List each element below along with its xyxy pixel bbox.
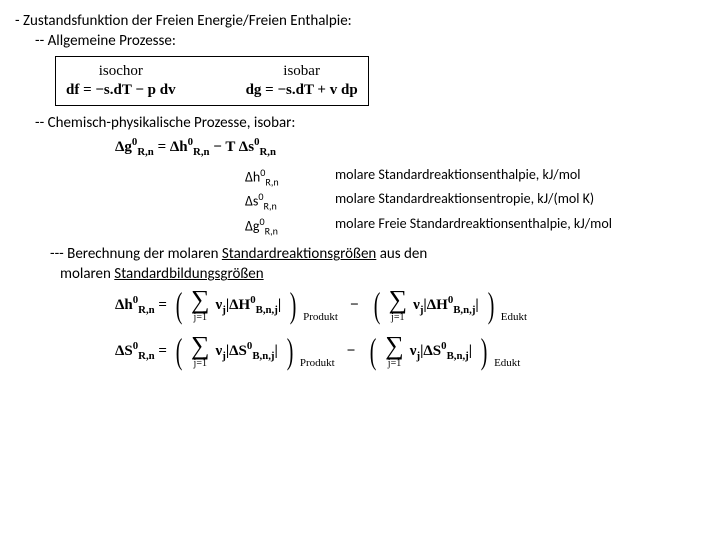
process-table: isochor df = −s.dT − p dv isobar dg = −s…	[55, 56, 369, 106]
paren-open-2: (	[373, 291, 380, 320]
gibbs-equation: Δg0R,n = Δh0R,n − T Δs0R,n	[115, 136, 705, 158]
col2-eq: dg = −s.dT + v dp	[246, 82, 358, 99]
minus-1: −	[350, 297, 359, 314]
lhs-h: Δh0R,n =	[115, 294, 167, 316]
def-desc-s: molare Standardreaktionsentropie, kJ/(mo…	[335, 190, 705, 212]
eq-enthalpy: Δh0R,n = ( ∑ j=1 νj|ΔH0B,n,j| ) Produkt …	[115, 287, 705, 323]
col1-eq: df = −s.dT − p dv	[66, 82, 176, 99]
term-prod-h: νj|ΔH0B,n,j|	[216, 294, 282, 316]
paren-open-4: (	[370, 337, 377, 366]
sum-prod-h: ∑ j=1	[191, 287, 210, 323]
sum-prod-s: ∑ j=1	[191, 333, 210, 369]
sum-edu-h: ∑ j=1	[389, 287, 408, 323]
sub-heading-3-line1: --- Berechnung der molaren Standardreakt…	[50, 245, 705, 263]
minus-2: −	[347, 343, 356, 360]
symbol-definitions: Δh0R,n molare Standardreaktionsenthalpie…	[245, 166, 705, 237]
def-sym-h: Δh0R,n	[245, 166, 315, 188]
sub-heading-3-line2: molaren Standardbildungsgrößen	[60, 265, 705, 283]
sub-heading-1: -- Allgemeine Prozesse:	[35, 32, 705, 50]
final-equations: Δh0R,n = ( ∑ j=1 νj|ΔH0B,n,j| ) Produkt …	[115, 287, 705, 369]
eq-mid1: = Δh0R,n	[154, 139, 210, 155]
label-produkt-2: Produkt	[300, 357, 335, 369]
def-desc-g: molare Freie Standardreaktionsenthalpie,…	[335, 215, 705, 237]
term-edu-s: νj|ΔS0B,n,j|	[410, 340, 472, 362]
eq-mid2: − T Δs0R,n	[210, 139, 276, 155]
def-sym-g: Δg0R,n	[245, 215, 315, 237]
col2-head: isobar	[283, 63, 320, 80]
def-sym-s: Δs0R,n	[245, 190, 315, 212]
paren-close-4: )	[481, 337, 488, 366]
col-isobar: isobar dg = −s.dT + v dp	[246, 63, 358, 99]
paren-close-3: )	[287, 337, 294, 366]
label-edukt-1: Edukt	[501, 311, 527, 323]
col-isochor: isochor df = −s.dT − p dv	[66, 63, 176, 99]
heading: - Zustandsfunktion der Freien Energie/Fr…	[15, 12, 705, 30]
paren-open-3: (	[176, 337, 183, 366]
def-desc-h: molare Standardreaktionsenthalpie, kJ/mo…	[335, 166, 705, 188]
paren-close-1: )	[290, 291, 297, 320]
sum-edu-s: ∑ j=1	[385, 333, 404, 369]
paren-close-2: )	[487, 291, 494, 320]
lhs-s: ΔS0R,n =	[115, 340, 167, 362]
label-produkt-1: Produkt	[303, 311, 338, 323]
term-edu-h: νj|ΔH0B,n,j|	[413, 294, 479, 316]
paren-open-1: (	[176, 291, 183, 320]
sub-heading-2: -- Chemisch-physikalische Prozesse, isob…	[35, 114, 705, 132]
label-edukt-2: Edukt	[494, 357, 520, 369]
col1-head: isochor	[99, 63, 143, 80]
term-prod-s: νj|ΔS0B,n,j|	[216, 340, 278, 362]
eq-entropy: ΔS0R,n = ( ∑ j=1 νj|ΔS0B,n,j| ) Produkt …	[115, 333, 705, 369]
eq-left: Δg0R,n	[115, 139, 154, 155]
